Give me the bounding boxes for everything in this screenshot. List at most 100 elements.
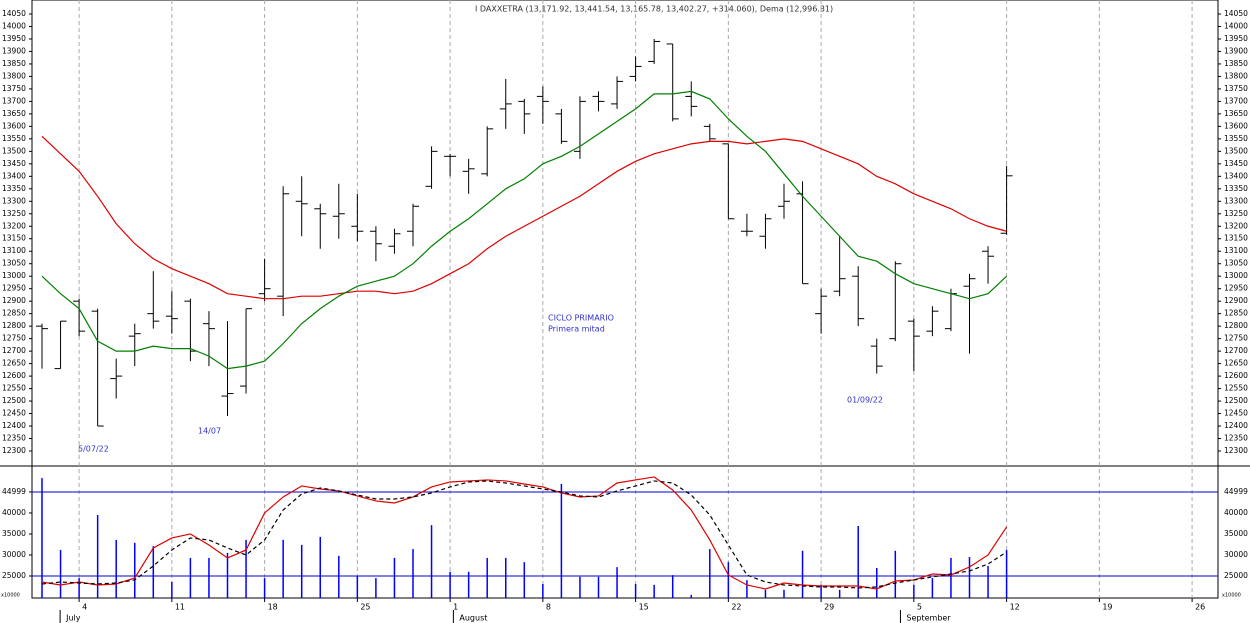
y-tick-label: 13250: [2, 209, 26, 218]
y-tick-label-right: 12350: [1224, 434, 1248, 443]
x-tick-label: 18: [268, 603, 278, 612]
y-tick-label-right: 12300: [1224, 446, 1248, 455]
y-tick-label: 12700: [2, 346, 26, 355]
y-tick-label-right: 13450: [1224, 159, 1248, 168]
y-tick-label: 12900: [2, 296, 26, 305]
y-tick-label-right: 13700: [1224, 96, 1248, 105]
y-tick-label-right: 13850: [1224, 59, 1248, 68]
chart-title: I DAXXETRA (13,171.92, 13,441.54, 13,165…: [475, 5, 833, 14]
x-tick-label: 5: [917, 603, 922, 612]
y-tick-label: 13650: [2, 109, 26, 118]
y-tick-label-right: 12550: [1224, 384, 1248, 393]
moving-average: [41, 90, 1008, 370]
osc-tick-label: 44999: [2, 487, 26, 496]
osc-tick-label-right: 40000: [1224, 508, 1248, 517]
y-tick-label-right: 13950: [1224, 34, 1248, 43]
x-tick-label: 1: [453, 603, 458, 612]
y-tick-label: 14050: [2, 9, 26, 18]
month-label: July: [65, 614, 81, 623]
y-tick-label-right: 12850: [1224, 309, 1248, 318]
y-tick-label-right: 13400: [1224, 171, 1248, 180]
y-tick-label: 13350: [2, 184, 26, 193]
y-tick-label-right: 12700: [1224, 346, 1248, 355]
osc-tick-label-right: 30000: [1224, 550, 1248, 559]
y-tick-label-right: 13200: [1224, 221, 1248, 230]
y-tick-label-right: 12900: [1224, 296, 1248, 305]
scale-label-right: x10000: [1222, 593, 1241, 599]
y-tick-label: 12750: [2, 334, 26, 343]
y-tick-label: 12350: [2, 434, 26, 443]
y-tick-label-right: 13600: [1224, 121, 1248, 130]
y-tick-label-right: 12950: [1224, 284, 1248, 293]
y-tick-label-right: 13150: [1224, 234, 1248, 243]
x-tick-label: 15: [639, 603, 649, 612]
y-tick-label-right: 13000: [1224, 271, 1248, 280]
y-tick-label: 12450: [2, 409, 26, 418]
month-label: August: [459, 614, 487, 623]
y-tick-label-right: 12400: [1224, 421, 1248, 430]
osc-tick-label: 35000: [2, 529, 26, 538]
x-tick-label: 4: [82, 603, 87, 612]
y-tick-label: 13050: [2, 259, 26, 268]
y-tick-label: 12600: [2, 371, 26, 380]
y-tick-label: 13150: [2, 234, 26, 243]
x-tick-label: 12: [1010, 603, 1020, 612]
frame: [31, 0, 1219, 599]
x-tick-label: 22: [731, 603, 741, 612]
moving-average: [41, 135, 1007, 300]
y-tick-label: 13200: [2, 221, 26, 230]
y-tick-label: 12500: [2, 396, 26, 405]
y-tick-label: 12850: [2, 309, 26, 318]
y-tick-label-right: 12750: [1224, 334, 1248, 343]
y-tick-label: 13750: [2, 84, 26, 93]
x-tick-label: 29: [824, 603, 834, 612]
y-tick-label: 12650: [2, 359, 26, 368]
x-tick-label: 8: [546, 603, 551, 612]
y-tick-label-right: 13900: [1224, 46, 1248, 55]
x-tick-label: 26: [1195, 603, 1205, 612]
oscillator-line: [41, 480, 1007, 589]
oscillator-line: [41, 476, 1008, 590]
osc-tick-label-right: 44999: [1224, 487, 1248, 496]
y-tick-label: 12400: [2, 421, 26, 430]
osc-tick-label: 25000: [2, 571, 26, 580]
y-tick-label: 13400: [2, 171, 26, 180]
annotation: 5/07/22: [78, 445, 109, 454]
y-tick-label-right: 13300: [1224, 196, 1248, 205]
y-tick-label-right: 12450: [1224, 409, 1248, 418]
y-tick-label: 12950: [2, 284, 26, 293]
y-tick-label: 13000: [2, 271, 26, 280]
osc-tick-label: 30000: [2, 550, 26, 559]
y-tick-label-right: 13500: [1224, 146, 1248, 155]
y-tick-label-right: 13750: [1224, 84, 1248, 93]
annotation: 01/09/22: [847, 396, 883, 405]
y-tick-label-right: 13650: [1224, 109, 1248, 118]
x-tick-label: 11: [175, 603, 185, 612]
y-tick-label-right: 12650: [1224, 359, 1248, 368]
y-tick-label: 13450: [2, 159, 26, 168]
y-tick-label: 13850: [2, 59, 26, 68]
y-tick-label: 13950: [2, 34, 26, 43]
y-tick-label: 13500: [2, 146, 26, 155]
y-tick-label-right: 13100: [1224, 246, 1248, 255]
y-tick-label-right: 12500: [1224, 396, 1248, 405]
y-tick-label: 13700: [2, 96, 26, 105]
month-label: September: [906, 614, 951, 623]
annotation: CICLO PRIMARIO: [548, 314, 614, 323]
y-tick-label: 13600: [2, 121, 26, 130]
x-tick-label: 25: [360, 603, 370, 612]
x-tick-label: 19: [1102, 603, 1112, 612]
y-tick-label: 12800: [2, 321, 26, 330]
y-tick-label-right: 13050: [1224, 259, 1248, 268]
annotation: Primera mitad: [548, 325, 605, 334]
y-tick-label: 13100: [2, 246, 26, 255]
y-tick-label: 14000: [2, 21, 26, 30]
annotation: 14/07: [198, 427, 221, 436]
y-tick-label-right: 14000: [1224, 21, 1248, 30]
y-tick-label: 12550: [2, 384, 26, 393]
y-tick-label-right: 14050: [1224, 9, 1248, 18]
y-tick-label-right: 12600: [1224, 371, 1248, 380]
y-tick-label: 13300: [2, 196, 26, 205]
y-tick-label-right: 13350: [1224, 184, 1248, 193]
